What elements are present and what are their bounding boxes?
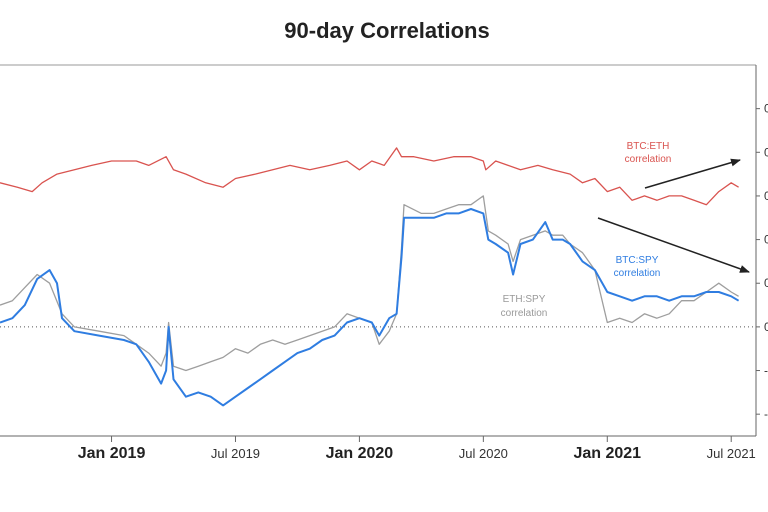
y-tick-label: 0.0 xyxy=(764,320,768,334)
btc-spy-label-line1: BTC:SPY xyxy=(616,255,659,266)
x-tick-label: Jan 2020 xyxy=(326,445,394,462)
x-tick-label: Jul 2020 xyxy=(459,446,508,461)
chart-title: 90-day Correlations xyxy=(284,18,489,43)
btc-eth-label-line2: correlation xyxy=(625,154,672,165)
y-tick-label: -0.2 xyxy=(764,407,768,421)
y-tick-label: 0.1 xyxy=(764,276,768,290)
y-tick-label: 0.5 xyxy=(764,102,768,116)
eth-spy-label-line1: ETH:SPY xyxy=(503,294,546,305)
y-tick-label: 0.2 xyxy=(764,233,768,247)
series-lines xyxy=(0,147,740,407)
x-tick-label: Jan 2021 xyxy=(573,445,641,462)
eth-spy-label-line2: correlation xyxy=(501,308,548,319)
series-line-btc-spy xyxy=(0,208,740,407)
y-tick-label: -0.1 xyxy=(764,364,768,378)
btc-spy-trend-arrow xyxy=(597,217,750,273)
btc-spy-label-line2: correlation xyxy=(614,268,661,279)
x-tick-label: Jul 2019 xyxy=(211,446,260,461)
series-line-btc-eth xyxy=(0,147,739,206)
y-tick-label: 0.3 xyxy=(764,189,768,203)
x-axis-ticks: Jan 2019 Jul 2019 Jan 2020 Jul 2020 Jan 2021… xyxy=(78,436,756,462)
x-tick-label: Jul 2021 xyxy=(707,446,756,461)
btc-eth-label-line1: BTC:ETH xyxy=(627,141,670,152)
series-line-eth-spy xyxy=(0,195,739,372)
y-axis-ticks: -0.2 -0.1 0.0 0.1 0.2 0.3 0.4 0.5 xyxy=(756,102,768,421)
btc-eth-trend-arrow xyxy=(644,158,741,189)
y-tick-label: 0.4 xyxy=(764,145,768,159)
x-tick-label: Jan 2019 xyxy=(78,445,146,462)
